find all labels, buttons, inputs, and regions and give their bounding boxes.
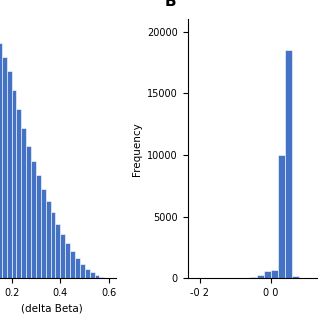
Bar	[278, 155, 285, 278]
X-axis label: (delta Beta): (delta Beta)	[21, 304, 83, 314]
Bar	[2, 57, 7, 278]
Text: B: B	[164, 0, 176, 9]
Bar	[257, 275, 264, 278]
Bar	[243, 277, 250, 278]
Bar	[264, 271, 271, 278]
Bar	[250, 277, 257, 278]
Bar	[90, 272, 94, 278]
Bar	[100, 276, 104, 278]
Bar	[94, 275, 100, 278]
Bar	[31, 161, 36, 278]
Bar	[65, 243, 70, 278]
Bar	[36, 175, 41, 278]
Bar	[75, 258, 80, 278]
Bar	[41, 189, 46, 278]
Bar	[85, 269, 90, 278]
Bar	[7, 71, 12, 278]
Bar	[21, 128, 26, 278]
Bar	[12, 90, 16, 278]
Bar	[80, 264, 85, 278]
Bar	[60, 234, 65, 278]
Bar	[271, 270, 278, 278]
Y-axis label: Frequency: Frequency	[132, 122, 141, 176]
Bar	[70, 251, 75, 278]
Bar	[285, 50, 292, 278]
Bar	[51, 212, 55, 278]
Bar	[16, 109, 21, 278]
Bar	[26, 147, 31, 278]
Bar	[0, 43, 2, 278]
Bar	[292, 276, 299, 278]
Bar	[55, 224, 60, 278]
Bar	[46, 201, 51, 278]
